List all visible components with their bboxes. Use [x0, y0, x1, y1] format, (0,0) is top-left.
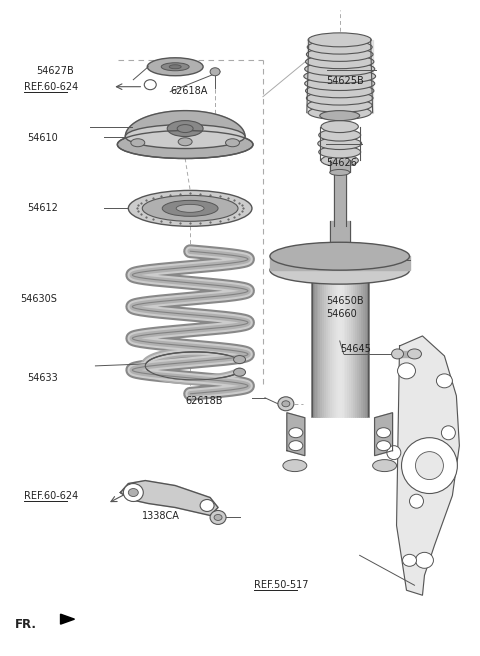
Polygon shape: [396, 336, 459, 595]
Ellipse shape: [330, 169, 350, 175]
Ellipse shape: [318, 138, 361, 150]
Ellipse shape: [278, 397, 294, 411]
Text: 54630S: 54630S: [20, 294, 57, 304]
Ellipse shape: [402, 438, 457, 493]
Ellipse shape: [142, 195, 238, 221]
Polygon shape: [374, 413, 393, 456]
Ellipse shape: [270, 256, 409, 284]
Text: FR.: FR.: [15, 618, 37, 631]
Text: 54660: 54660: [326, 308, 357, 319]
Ellipse shape: [169, 65, 181, 69]
Ellipse shape: [305, 62, 375, 76]
Polygon shape: [330, 221, 350, 266]
Ellipse shape: [392, 349, 404, 359]
Ellipse shape: [306, 54, 374, 69]
Polygon shape: [60, 614, 74, 624]
Text: 62618A: 62618A: [170, 85, 208, 96]
Ellipse shape: [210, 510, 226, 524]
Ellipse shape: [306, 91, 373, 105]
Ellipse shape: [131, 139, 145, 147]
Polygon shape: [287, 413, 305, 456]
Ellipse shape: [178, 138, 192, 146]
Ellipse shape: [214, 514, 222, 520]
Ellipse shape: [308, 106, 372, 119]
Ellipse shape: [289, 428, 303, 438]
Ellipse shape: [125, 125, 245, 148]
Ellipse shape: [387, 445, 401, 460]
Ellipse shape: [409, 494, 423, 508]
Text: 54612: 54612: [27, 203, 58, 213]
Ellipse shape: [304, 70, 376, 83]
Ellipse shape: [308, 33, 372, 47]
Text: REF.50-517: REF.50-517: [254, 580, 309, 590]
Ellipse shape: [377, 441, 391, 451]
Ellipse shape: [289, 441, 303, 451]
Ellipse shape: [416, 451, 444, 480]
Text: 62618B: 62618B: [185, 396, 222, 406]
Text: 54625B: 54625B: [326, 75, 364, 86]
Text: 54626: 54626: [326, 157, 357, 167]
Text: 54645: 54645: [340, 344, 372, 354]
Ellipse shape: [305, 77, 375, 91]
Ellipse shape: [306, 47, 373, 62]
Text: 1338CA: 1338CA: [142, 512, 180, 522]
Ellipse shape: [176, 205, 204, 213]
Polygon shape: [307, 40, 372, 113]
Text: 54610: 54610: [27, 133, 58, 143]
Ellipse shape: [234, 356, 246, 363]
Polygon shape: [330, 161, 350, 173]
Ellipse shape: [162, 200, 218, 216]
Ellipse shape: [319, 129, 360, 141]
Text: REF.60-624: REF.60-624: [24, 82, 78, 92]
Ellipse shape: [372, 460, 396, 472]
Ellipse shape: [436, 374, 452, 388]
Ellipse shape: [123, 483, 144, 501]
Ellipse shape: [307, 98, 372, 112]
Text: 54650B: 54650B: [326, 295, 364, 306]
Ellipse shape: [128, 190, 252, 226]
Ellipse shape: [161, 63, 189, 71]
Ellipse shape: [177, 125, 193, 133]
Ellipse shape: [320, 111, 360, 121]
Text: 54627B: 54627B: [36, 66, 74, 76]
Ellipse shape: [306, 84, 374, 98]
Ellipse shape: [416, 552, 433, 568]
Ellipse shape: [147, 58, 203, 75]
Polygon shape: [270, 256, 409, 270]
Ellipse shape: [397, 363, 416, 379]
Ellipse shape: [403, 554, 417, 566]
Ellipse shape: [408, 349, 421, 359]
Polygon shape: [334, 173, 346, 226]
Ellipse shape: [117, 131, 253, 159]
Text: 54633: 54633: [27, 373, 58, 383]
Ellipse shape: [283, 460, 307, 472]
Ellipse shape: [270, 242, 409, 270]
Ellipse shape: [307, 40, 372, 54]
Text: REF.60-624: REF.60-624: [24, 491, 78, 501]
Ellipse shape: [321, 121, 359, 133]
Ellipse shape: [282, 401, 290, 407]
Ellipse shape: [377, 428, 391, 438]
Ellipse shape: [226, 139, 240, 147]
Ellipse shape: [442, 426, 456, 440]
Polygon shape: [120, 481, 218, 516]
Ellipse shape: [200, 499, 214, 512]
Ellipse shape: [210, 68, 220, 75]
Ellipse shape: [234, 368, 246, 376]
Polygon shape: [125, 111, 245, 136]
Ellipse shape: [128, 489, 138, 497]
Ellipse shape: [167, 121, 203, 136]
Polygon shape: [393, 351, 415, 357]
Ellipse shape: [319, 146, 360, 158]
Ellipse shape: [321, 155, 359, 167]
